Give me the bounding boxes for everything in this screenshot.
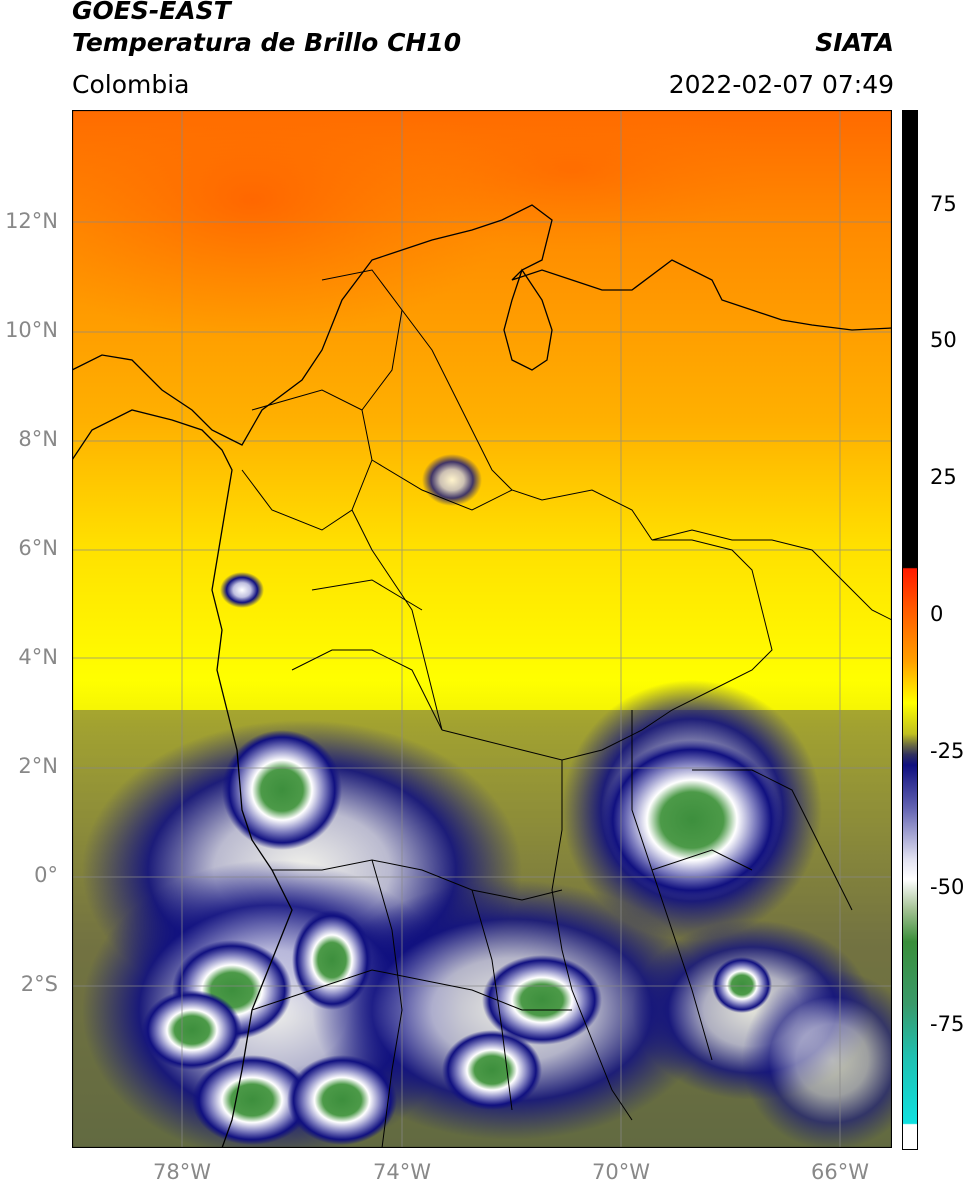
title-product: Temperatura de Brillo CH10: [72, 28, 462, 57]
satellite-map: [72, 110, 892, 1148]
lon-tick: 74°W: [373, 1160, 431, 1184]
colorbar-tick: -25: [930, 739, 965, 763]
datetime-label: 2022-02-07 07:49: [668, 70, 894, 99]
title-satellite: GOES-EAST: [72, 0, 231, 25]
colorbar-tick: 25: [930, 465, 957, 489]
lat-tick: 2°S: [20, 972, 58, 996]
coastlines: [72, 204, 892, 1148]
convective-clouds: [72, 454, 892, 1148]
lat-tick: 12°N: [5, 209, 58, 233]
colorbar-tick: -75: [930, 1012, 965, 1036]
lat-tick: 4°N: [18, 645, 58, 669]
lat-tick: 2°N: [18, 754, 58, 778]
colorbar: [902, 110, 918, 1150]
lat-tick: 8°N: [18, 427, 58, 451]
graticule: [72, 110, 892, 1148]
brand-label: SIATA: [815, 28, 894, 57]
lat-tick: 6°N: [18, 536, 58, 560]
lon-tick: 70°W: [592, 1160, 650, 1184]
lon-tick: 78°W: [153, 1160, 211, 1184]
lat-tick: 0°: [34, 863, 58, 887]
colorbar-tick: 75: [930, 192, 957, 216]
region-label: Colombia: [72, 70, 190, 99]
colorbar-tick: -50: [930, 875, 965, 899]
lon-tick: 66°W: [811, 1160, 869, 1184]
colorbar-tick: 0: [930, 602, 944, 626]
colorbar-tick: 50: [930, 328, 957, 352]
lat-tick: 10°N: [5, 318, 58, 342]
admin-borders: [241, 269, 892, 1148]
